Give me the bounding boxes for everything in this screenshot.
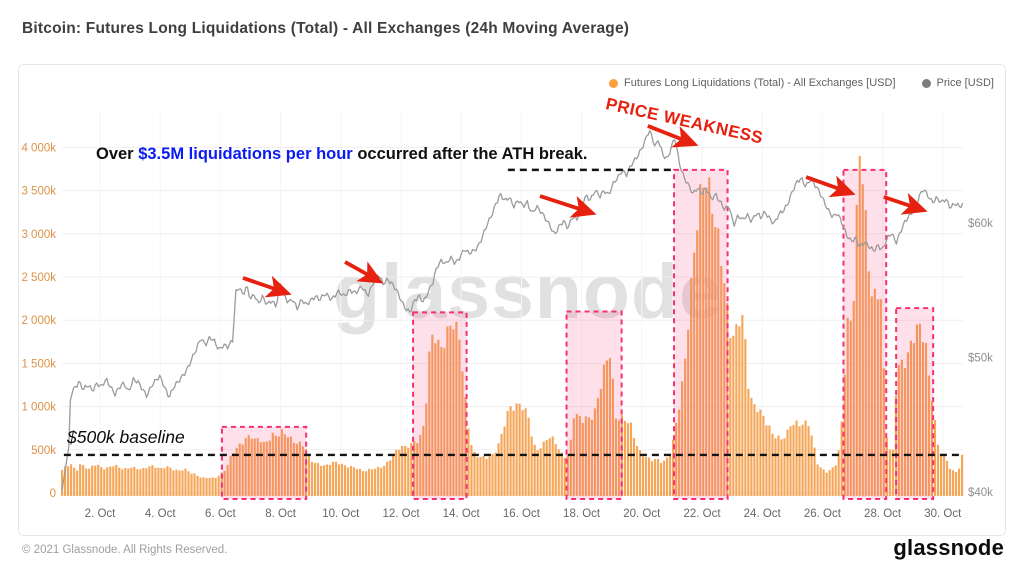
highlight-box	[842, 168, 888, 500]
svg-text:30. Oct: 30. Oct	[924, 508, 962, 520]
svg-text:1 000k: 1 000k	[21, 402, 56, 414]
reference-lines	[63, 168, 963, 457]
liquidations-annotation: Over $3.5M liquidations per hour occurre…	[96, 145, 587, 164]
svg-text:10. Oct: 10. Oct	[322, 508, 360, 520]
red-arrow-icon	[647, 124, 699, 148]
svg-text:$40k: $40k	[968, 487, 993, 499]
svg-text:1 500k: 1 500k	[21, 358, 56, 370]
price-legend-dot-icon	[921, 78, 931, 88]
highlight-box	[673, 168, 729, 500]
svg-text:500k: 500k	[31, 445, 56, 457]
annotation-text: occurred after the ATH break.	[352, 145, 588, 163]
page-title: Bitcoin: Futures Long Liquidations (Tota…	[22, 20, 630, 37]
svg-text:20. Oct: 20. Oct	[623, 508, 661, 520]
chart-legend: Futures Long Liquidations (Total) - All …	[609, 77, 994, 89]
svg-text:28. Oct: 28. Oct	[864, 508, 902, 520]
svg-text:2 500k: 2 500k	[21, 272, 56, 284]
highlight-box	[412, 311, 468, 501]
svg-text:6. Oct: 6. Oct	[205, 508, 236, 520]
svg-text:24. Oct: 24. Oct	[744, 508, 782, 520]
svg-text:12. Oct: 12. Oct	[382, 508, 420, 520]
highlight-box	[565, 310, 623, 500]
y-axis-left-labels: 0 500k 1 000k 1 500k 2 000k 2 500k 3 000k 3 500…	[21, 142, 56, 500]
svg-text:2 000k: 2 000k	[21, 315, 56, 327]
svg-text:2. Oct: 2. Oct	[85, 508, 116, 520]
red-arrow-icon	[344, 260, 384, 284]
svg-text:22. Oct: 22. Oct	[683, 508, 721, 520]
legend-item-liquidations[interactable]: Futures Long Liquidations (Total) - All …	[609, 77, 896, 89]
y-axis-right-labels: $40k $50k $60k	[968, 218, 993, 499]
legend-item-label: Price [USD]	[936, 77, 994, 89]
red-arrow-icon	[883, 192, 928, 215]
highlight-box	[895, 307, 935, 500]
annotation-text: Over	[96, 145, 139, 163]
annotation-arrows	[242, 124, 928, 298]
svg-text:4 000k: 4 000k	[21, 142, 56, 154]
svg-text:8. Oct: 8. Oct	[265, 508, 296, 520]
grid-lines	[62, 110, 963, 494]
svg-text:$60k: $60k	[968, 218, 993, 230]
annotation-highlight-text: $3.5M liquidations per hour	[138, 145, 353, 163]
legend-item-price[interactable]: Price [USD]	[921, 77, 994, 89]
svg-text:3 000k: 3 000k	[21, 229, 56, 241]
highlight-boxes	[220, 168, 935, 501]
glassnode-logo: glassnode	[893, 535, 1004, 560]
svg-text:0: 0	[50, 488, 56, 500]
svg-text:26. Oct: 26. Oct	[804, 508, 842, 520]
svg-text:3 500k: 3 500k	[21, 186, 56, 198]
red-arrow-icon	[539, 194, 597, 218]
liquidations-legend-dot-icon	[609, 78, 619, 88]
red-arrow-icon	[805, 175, 856, 198]
x-axis-labels: 2. Oct 4. Oct 6. Oct 8. Oct 10. Oct 12. Oct 14…	[85, 508, 962, 520]
svg-text:16. Oct: 16. Oct	[503, 508, 541, 520]
svg-text:$50k: $50k	[968, 353, 993, 365]
legend-item-label: Futures Long Liquidations (Total) - All …	[624, 77, 896, 89]
svg-text:14. Oct: 14. Oct	[443, 508, 481, 520]
red-arrow-icon	[242, 275, 292, 298]
svg-text:4. Oct: 4. Oct	[145, 508, 176, 520]
highlight-box	[220, 425, 308, 500]
liquidations-bars	[61, 155, 964, 497]
baseline-annotation: $500k baseline	[67, 427, 185, 447]
footer-copyright: © 2021 Glassnode. All Rights Reserved.	[22, 544, 228, 556]
svg-text:18. Oct: 18. Oct	[563, 508, 601, 520]
